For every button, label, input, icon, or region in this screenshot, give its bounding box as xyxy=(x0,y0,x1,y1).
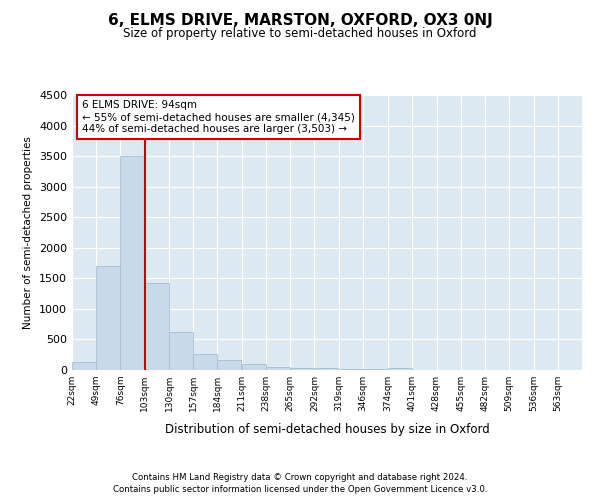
Text: Distribution of semi-detached houses by size in Oxford: Distribution of semi-detached houses by … xyxy=(164,422,490,436)
Text: Contains public sector information licensed under the Open Government Licence v3: Contains public sector information licen… xyxy=(113,485,487,494)
Bar xyxy=(338,369,362,370)
Bar xyxy=(193,354,217,370)
Bar xyxy=(388,368,412,370)
Text: 6 ELMS DRIVE: 94sqm
← 55% of semi-detached houses are smaller (4,345)
44% of sem: 6 ELMS DRIVE: 94sqm ← 55% of semi-detach… xyxy=(82,100,355,134)
Text: Size of property relative to semi-detached houses in Oxford: Size of property relative to semi-detach… xyxy=(123,28,477,40)
Bar xyxy=(363,369,387,370)
Bar xyxy=(290,368,314,370)
Bar xyxy=(121,156,145,370)
Bar xyxy=(169,332,193,370)
Bar xyxy=(242,364,266,370)
Bar xyxy=(145,282,169,370)
Bar xyxy=(314,368,338,370)
Text: Contains HM Land Registry data © Crown copyright and database right 2024.: Contains HM Land Registry data © Crown c… xyxy=(132,472,468,482)
Y-axis label: Number of semi-detached properties: Number of semi-detached properties xyxy=(23,136,34,329)
Bar xyxy=(266,366,290,370)
Bar xyxy=(72,362,96,370)
Bar xyxy=(96,266,120,370)
Text: 6, ELMS DRIVE, MARSTON, OXFORD, OX3 0NJ: 6, ELMS DRIVE, MARSTON, OXFORD, OX3 0NJ xyxy=(107,12,493,28)
Bar xyxy=(217,360,241,370)
